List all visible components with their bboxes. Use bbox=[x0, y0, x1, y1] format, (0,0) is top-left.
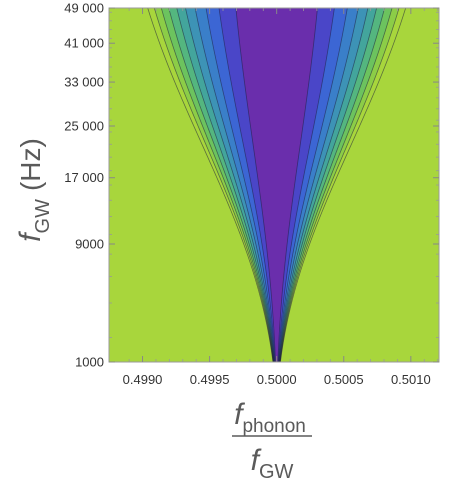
contour-line-1 bbox=[235, 8, 318, 362]
y-tick-label: 9000 bbox=[75, 237, 104, 252]
y-tick-label: 17 000 bbox=[64, 170, 104, 185]
y-tick-label: 25 000 bbox=[64, 119, 104, 134]
contour-line-9 bbox=[153, 8, 400, 362]
contour-line-5 bbox=[185, 8, 369, 362]
x-tick-label: 0.5000 bbox=[257, 372, 297, 387]
plot-area bbox=[108, 7, 440, 363]
contour-line-8 bbox=[160, 8, 393, 362]
x-title-num-main: f bbox=[234, 398, 245, 431]
y-tick-label: 1000 bbox=[75, 355, 104, 370]
contour-lines bbox=[147, 8, 407, 362]
contour-line-10 bbox=[147, 8, 407, 362]
contour-bands bbox=[109, 8, 439, 362]
y-axis-title-main: f bbox=[14, 231, 47, 242]
x-axis: 0.4990 0.4995 0.5000 0.5005 0.5010 bbox=[123, 8, 439, 387]
contour-line-2 bbox=[218, 8, 335, 362]
y-axis-title-unit: (Hz) bbox=[15, 138, 46, 191]
x-tick-label: 0.5010 bbox=[391, 372, 431, 387]
y-tick-label: 41 000 bbox=[64, 36, 104, 51]
y-axis-title-sub: GW bbox=[32, 199, 54, 234]
x-tick-label: 0.4990 bbox=[123, 372, 163, 387]
contour-line-6 bbox=[176, 8, 377, 362]
x-title-den-sub: GW bbox=[259, 461, 294, 481]
x-title-num-sub: phonon bbox=[242, 416, 305, 437]
contour-line-7 bbox=[168, 8, 385, 362]
x-title-den-main: f bbox=[251, 444, 262, 477]
contour-band-1 bbox=[235, 8, 318, 362]
x-tick-label: 0.5005 bbox=[324, 372, 364, 387]
contour-line-4 bbox=[194, 8, 359, 362]
x-axis-title-denominator: fGW bbox=[251, 444, 294, 481]
y-tick-label: 33 000 bbox=[64, 75, 104, 90]
x-axis-title-numerator: fphonon bbox=[234, 398, 306, 437]
x-tick-label: 0.4995 bbox=[190, 372, 230, 387]
y-axis: 1000 9000 17 000 25 000 33 000 41 000 49 000 bbox=[64, 1, 439, 370]
y-tick-label: 49 000 bbox=[64, 1, 104, 16]
y-axis-title: fGW (Hz) bbox=[14, 138, 54, 242]
contour-line-3 bbox=[205, 8, 348, 362]
